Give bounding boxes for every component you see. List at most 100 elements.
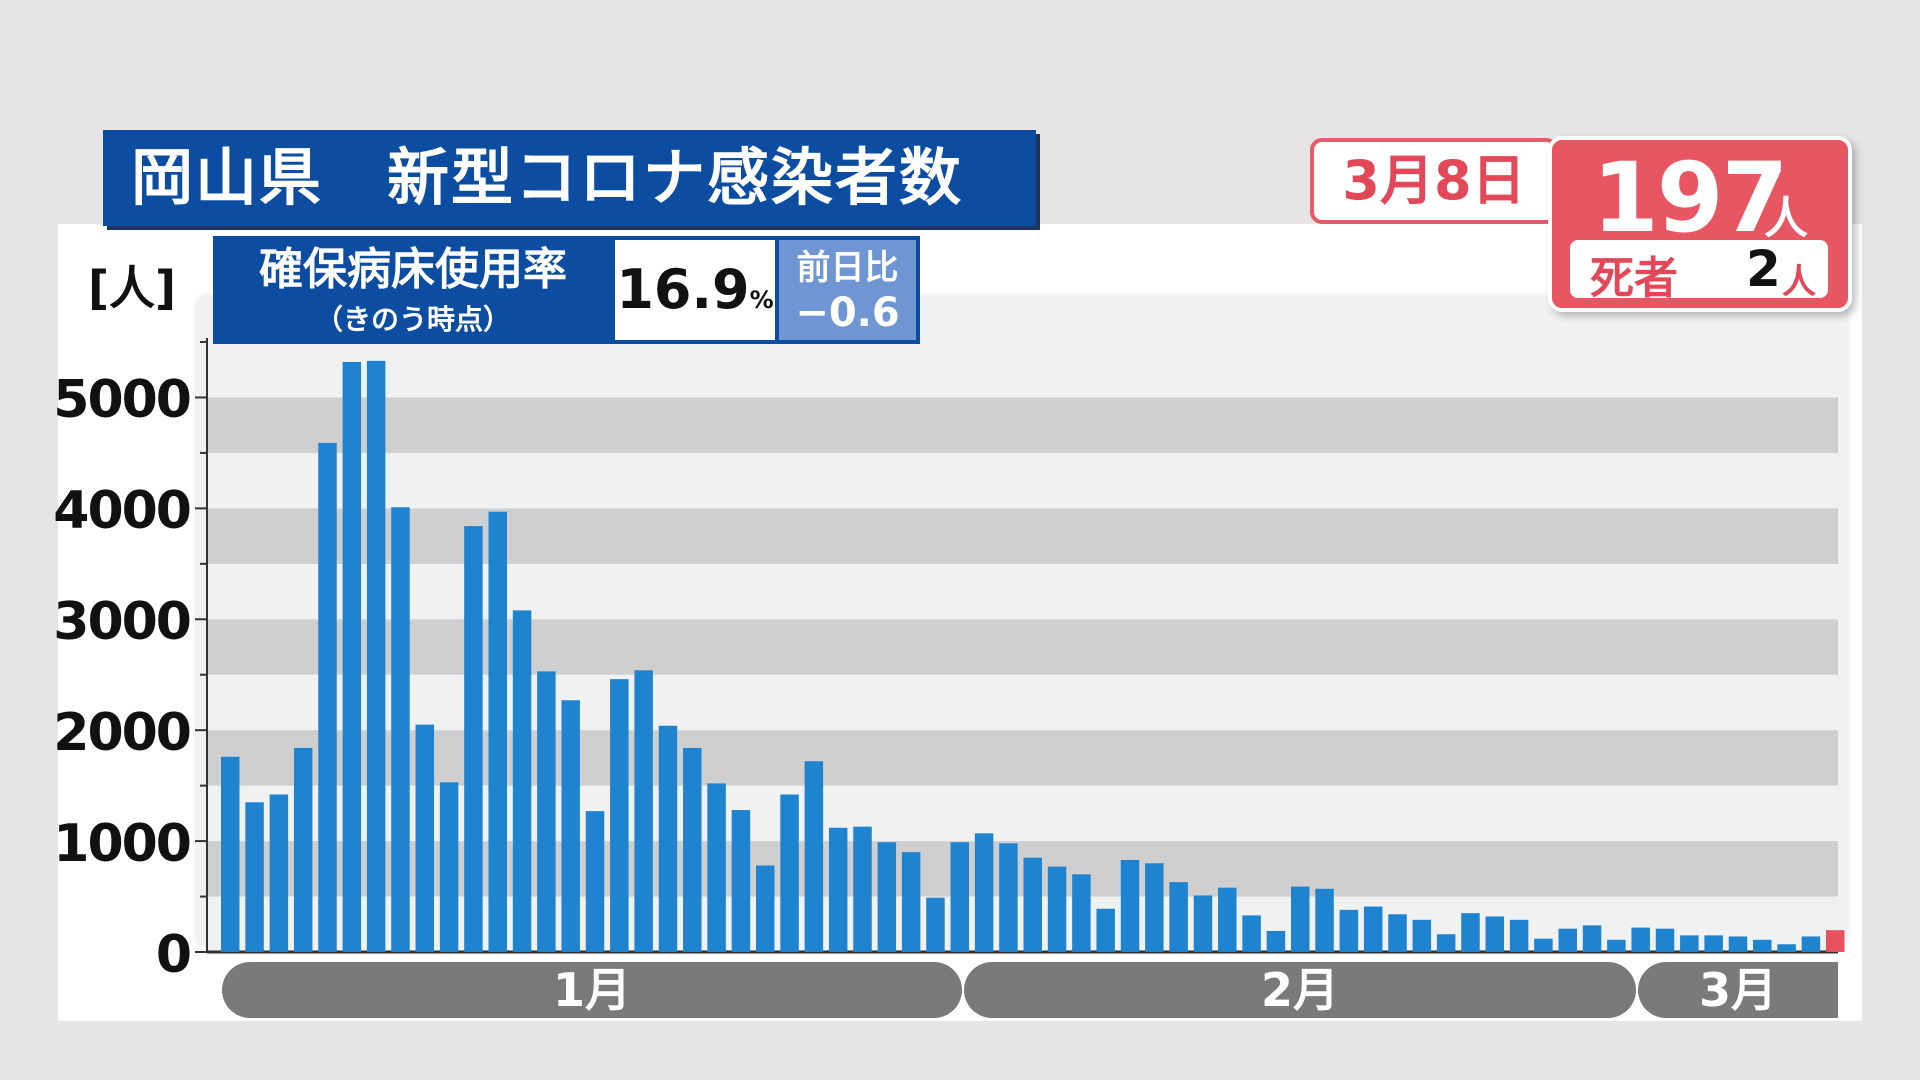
bar	[1169, 882, 1188, 952]
bar	[1072, 874, 1091, 952]
bar	[1607, 939, 1626, 952]
bar	[1412, 919, 1432, 952]
grid-band	[207, 730, 1838, 786]
bed-usage-diff-value: −0.6	[795, 290, 900, 336]
bar	[1631, 927, 1650, 952]
bar	[1315, 888, 1334, 952]
bed-usage-diff-label: 前日比	[796, 248, 899, 288]
bar	[1534, 938, 1553, 952]
bed-usage-value-box: 16.9%	[615, 240, 775, 340]
y-axis-unit: [人]	[88, 261, 177, 315]
bar	[1509, 919, 1529, 952]
death-box: 死者 2 人	[1570, 240, 1828, 304]
bar	[1047, 866, 1067, 952]
bar	[1801, 936, 1821, 952]
grid-band	[207, 563, 1838, 620]
y-tick-label: 3000	[53, 592, 192, 652]
bar	[683, 747, 702, 952]
bar	[1145, 863, 1164, 952]
bar	[1436, 934, 1456, 952]
bar	[901, 852, 921, 952]
bar	[464, 526, 483, 952]
month-label-mar: 3月	[1638, 962, 1838, 1018]
bar	[415, 724, 435, 952]
death-label: 死者	[1590, 253, 1678, 304]
bar	[1777, 944, 1796, 952]
grid-band	[207, 674, 1838, 731]
bar	[1753, 939, 1772, 952]
bar	[1363, 906, 1383, 952]
bar	[1218, 887, 1237, 952]
bar	[1728, 936, 1748, 952]
y-tick-label: 0	[155, 925, 192, 985]
bed-usage-value: 16.9	[616, 258, 750, 321]
grid-band	[207, 342, 1838, 398]
bar	[537, 671, 556, 952]
bar	[974, 833, 994, 952]
bar	[1582, 925, 1602, 952]
bar	[999, 843, 1018, 952]
bar	[1680, 935, 1699, 952]
bar	[1704, 935, 1723, 952]
bed-usage-panel: 確保病床使用率 （きのう時点） 16.9% 前日比 −0.6	[213, 236, 920, 344]
bar	[245, 802, 264, 952]
bar	[1655, 928, 1675, 952]
bar	[1193, 895, 1213, 952]
grid-band	[207, 452, 1838, 509]
y-tick-label: 4000	[53, 481, 192, 541]
bar	[828, 827, 848, 952]
month-label-jan: 1月	[222, 962, 962, 1018]
bed-usage-unit: %	[749, 286, 774, 314]
grid-band	[207, 508, 1838, 564]
month-label-feb: 2月	[964, 962, 1636, 1018]
bar	[1242, 915, 1261, 952]
y-tick-label: 5000	[53, 370, 192, 430]
bar	[512, 610, 532, 952]
bar	[658, 725, 678, 952]
bar	[634, 670, 653, 952]
bar	[756, 865, 775, 952]
y-tick-label: 1000	[53, 814, 192, 874]
report-date: 3月8日	[1310, 138, 1558, 224]
bar	[1339, 909, 1359, 952]
y-tick-label: 2000	[53, 703, 192, 763]
bar-today	[1826, 930, 1845, 952]
bar	[1291, 886, 1310, 952]
death-unit: 人	[1782, 262, 1816, 302]
bar	[926, 897, 945, 952]
death-count: 2	[1746, 240, 1781, 298]
bed-usage-diff-box: 前日比 −0.6	[779, 240, 916, 340]
bed-usage-label: 確保病床使用率	[259, 244, 567, 295]
bar	[877, 842, 897, 952]
bed-usage-sublabel: （きのう時点）	[314, 303, 511, 336]
page-title: 岡山県 新型コロナ感染者数	[103, 130, 1036, 226]
bar	[585, 811, 605, 952]
bar	[439, 782, 459, 952]
bar	[780, 794, 799, 952]
bar	[804, 761, 824, 952]
case-count-box: 197 人 死者 2 人	[1548, 136, 1852, 312]
bar	[488, 511, 507, 952]
case-count-unit: 人	[1764, 193, 1808, 244]
bar	[950, 842, 970, 952]
bar	[707, 783, 726, 952]
bar	[221, 756, 240, 952]
bar	[293, 747, 313, 952]
bar	[1558, 928, 1577, 952]
bar	[342, 361, 362, 952]
grid-band	[207, 619, 1838, 675]
bar	[366, 360, 386, 952]
bar	[1485, 916, 1505, 952]
case-count: 197	[1592, 142, 1788, 254]
bar	[318, 442, 337, 952]
bar	[1461, 913, 1480, 952]
bar	[1388, 914, 1407, 952]
grid-band	[207, 397, 1838, 453]
bar	[731, 810, 751, 952]
bar	[610, 679, 629, 952]
bar	[1096, 908, 1115, 952]
bar	[269, 794, 289, 952]
bar	[853, 826, 872, 952]
bar	[391, 507, 410, 952]
